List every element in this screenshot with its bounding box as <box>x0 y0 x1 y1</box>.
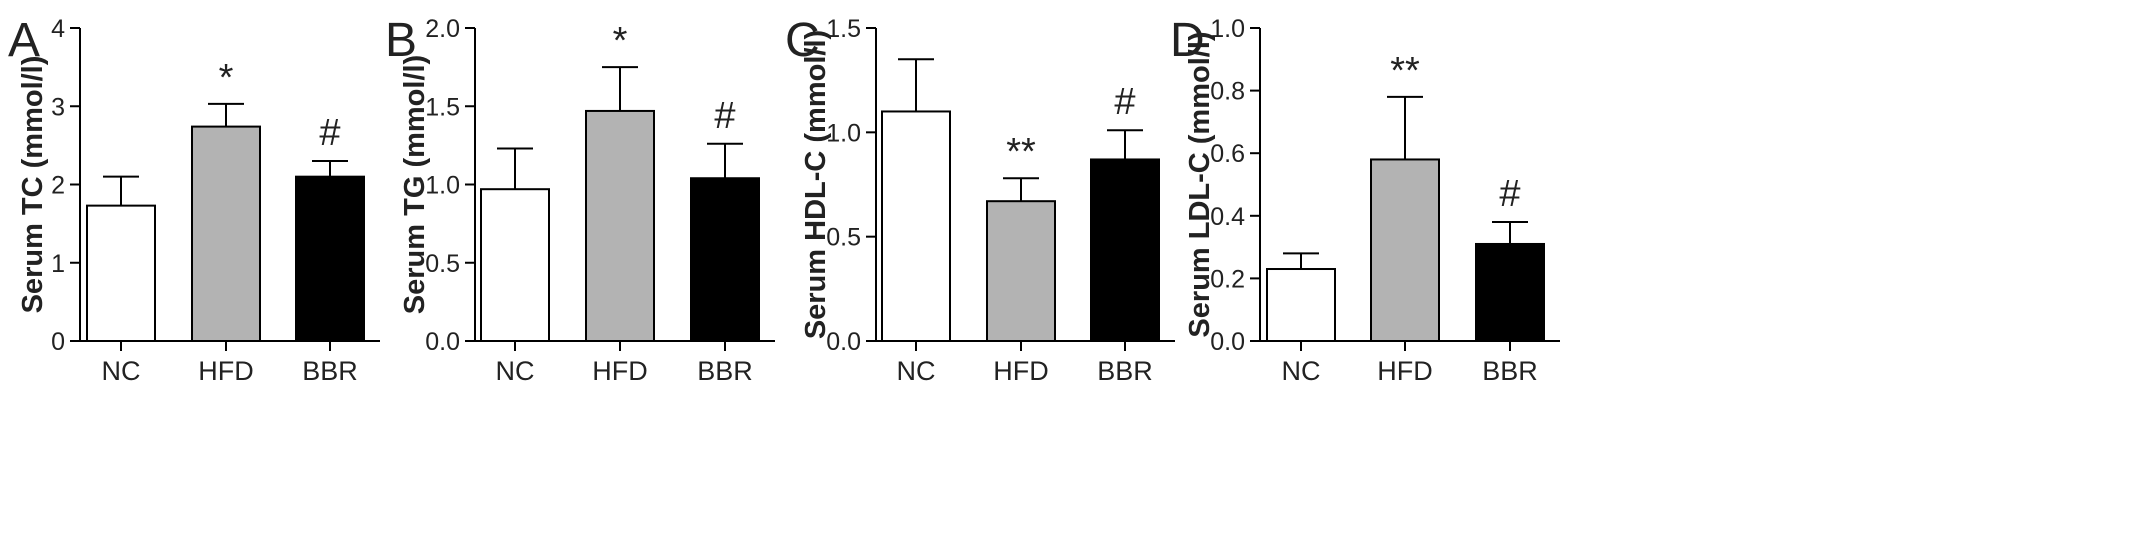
y-tick-label: 0.0 <box>1210 328 1245 356</box>
panel-letter: C <box>785 14 820 67</box>
bar-nc <box>86 204 156 342</box>
bar-hfd <box>986 200 1056 342</box>
panel-letter: D <box>1170 14 1205 67</box>
y-tick-label: 2.0 <box>425 15 460 43</box>
significance-marker: # <box>1114 81 1135 123</box>
y-tick-label: 0.0 <box>425 328 460 356</box>
x-category-label: HFD <box>993 356 1049 386</box>
y-axis-label: Serum TC (mmol/l) <box>17 56 49 314</box>
y-tick-label: 0 <box>51 328 65 356</box>
y-axis-label: Serum TG (mmol/l) <box>399 55 431 314</box>
bar-bbr <box>1090 158 1160 342</box>
bar-hfd <box>1370 158 1440 342</box>
x-category-label: BBR <box>1097 356 1153 386</box>
panel-letter: B <box>385 14 417 67</box>
y-tick-label: 0.0 <box>826 328 861 356</box>
y-tick-label: 0.5 <box>826 224 861 252</box>
y-tick-label: 0.2 <box>1210 265 1245 293</box>
panel-letter: A <box>8 14 40 67</box>
y-axis-label: Serum LDL-C (mmol/l) <box>1184 31 1216 337</box>
y-tick-label: 0.8 <box>1210 78 1245 106</box>
y-tick-label: 1.0 <box>1210 15 1245 43</box>
y-tick-label: 0.6 <box>1210 140 1245 168</box>
bar-hfd <box>191 125 261 342</box>
x-category-label: HFD <box>198 356 254 386</box>
significance-marker: # <box>1499 173 1520 215</box>
y-tick-label: 1.0 <box>826 119 861 147</box>
y-tick-label: 1.5 <box>425 93 460 121</box>
significance-marker: ** <box>1006 131 1036 173</box>
significance-marker: ** <box>1390 50 1420 92</box>
x-category-label: HFD <box>1377 356 1433 386</box>
bar-nc <box>1266 268 1336 343</box>
y-axis-label: Serum HDL-C (mmol/l) <box>800 30 832 339</box>
y-tick-label: 4 <box>51 15 65 43</box>
y-tick-label: 0.5 <box>425 250 460 278</box>
y-tick-label: 1.0 <box>425 172 460 200</box>
bar-bbr <box>1475 242 1545 342</box>
x-category-label: NC <box>1282 356 1321 386</box>
significance-marker: * <box>613 20 628 62</box>
x-category-label: HFD <box>592 356 648 386</box>
bar-hfd <box>585 109 655 342</box>
significance-marker: # <box>714 95 735 137</box>
y-tick-label: 2 <box>51 172 65 200</box>
x-category-label: BBR <box>302 356 358 386</box>
x-category-label: BBR <box>697 356 753 386</box>
x-category-label: BBR <box>1482 356 1538 386</box>
x-category-label: NC <box>102 356 141 386</box>
bar-bbr <box>295 175 365 342</box>
bar-bbr <box>690 177 760 342</box>
significance-marker: # <box>319 112 340 154</box>
bar-nc <box>480 188 550 342</box>
y-tick-label: 1.5 <box>826 15 861 43</box>
x-category-label: NC <box>897 356 936 386</box>
significance-marker: * <box>219 57 234 99</box>
x-category-label: NC <box>496 356 535 386</box>
bar-nc <box>881 110 951 343</box>
y-tick-label: 0.4 <box>1210 203 1245 231</box>
y-tick-label: 3 <box>51 93 65 121</box>
y-tick-label: 1 <box>51 250 65 278</box>
